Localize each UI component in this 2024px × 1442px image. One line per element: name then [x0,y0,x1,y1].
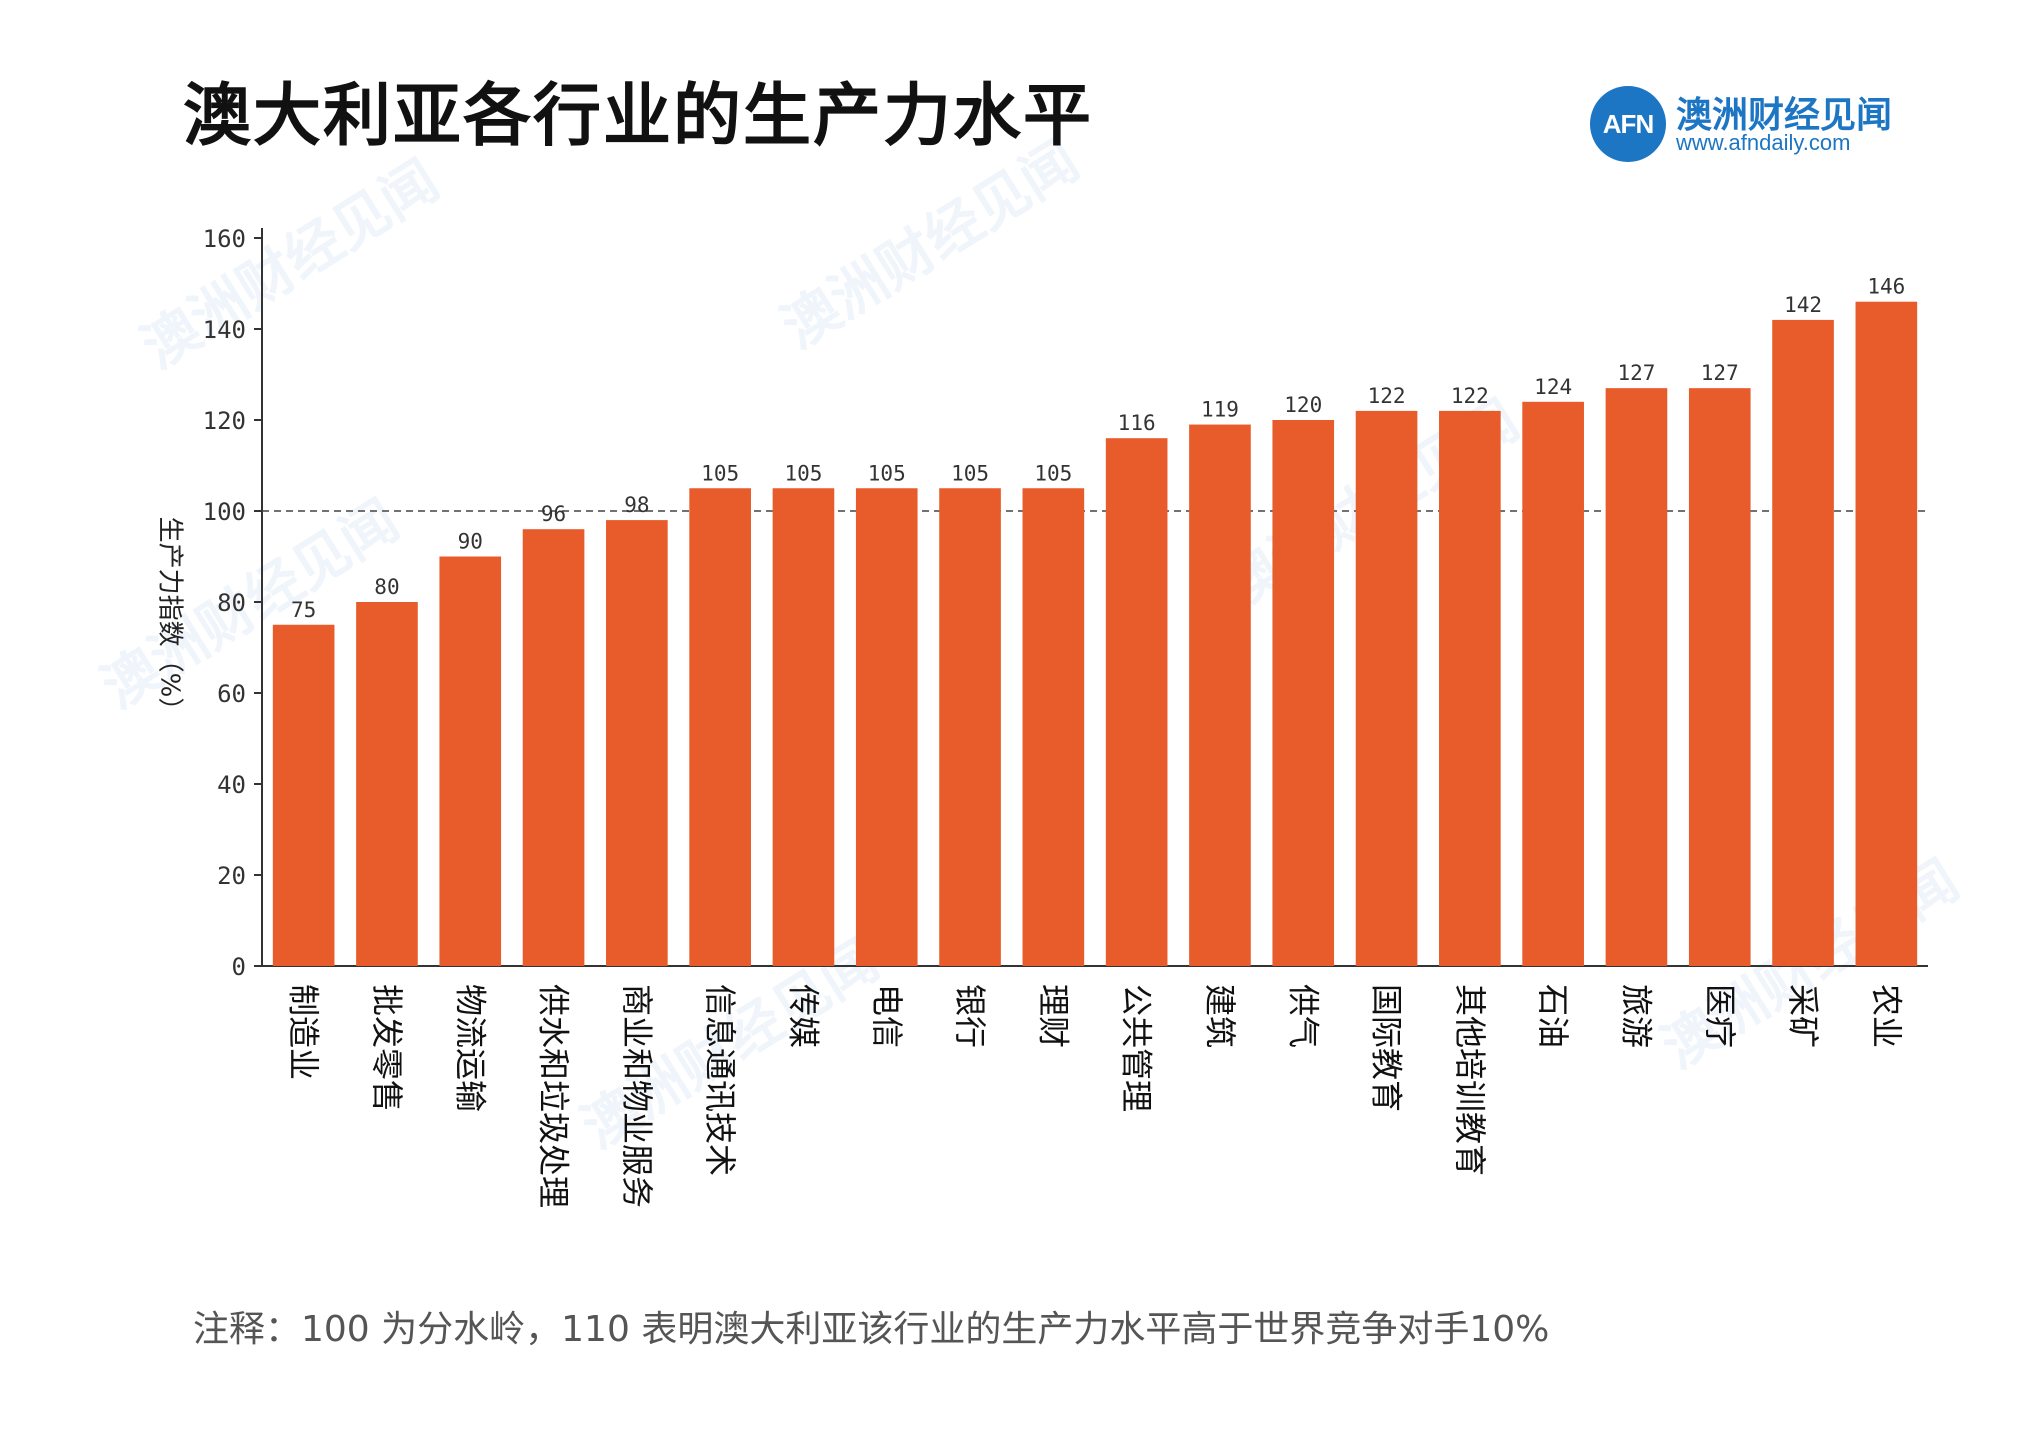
bar-value-label: 105 [701,461,739,485]
y-tick-label: 0 [232,953,246,981]
bar [939,488,1001,966]
x-tick-label: 理财 [1034,984,1072,1048]
bar-value-label: 116 [1118,411,1156,435]
x-tick-label: 制造业 [285,984,323,1080]
bar [272,624,335,966]
x-tick-label: 批发零售 [368,984,406,1112]
y-tick-label: 20 [217,862,246,890]
x-tick-label: 信息通讯技术 [701,984,739,1176]
bar-value-label: 105 [784,461,822,485]
x-tick-label: 供气 [1284,984,1322,1048]
bar [1522,401,1584,966]
bar [1688,388,1751,966]
bar [1439,410,1501,966]
bar [439,556,502,966]
x-tick-label: 农业 [1867,984,1905,1048]
bar [1855,301,1918,966]
bar [1272,420,1335,966]
x-tick-label: 物流运输 [451,984,489,1112]
bar [689,488,751,966]
bar-value-label: 98 [624,493,649,517]
x-tick-label: 石油 [1534,984,1572,1048]
bar [522,529,585,966]
bar [1189,424,1251,966]
bar [1022,488,1085,966]
x-tick-label: 供水和垃圾处理 [535,984,573,1208]
x-tick-label: 银行 [951,984,989,1048]
y-tick-label: 100 [203,498,246,526]
bar [1355,410,1418,966]
bar [1605,388,1668,966]
bar-value-label: 127 [1617,361,1655,385]
bar [1105,438,1168,966]
x-tick-label: 电信 [868,984,906,1048]
bar-value-label: 105 [951,461,989,485]
y-tick-label: 60 [217,680,246,708]
bar [356,602,418,966]
y-tick-label: 160 [203,225,246,253]
bar-value-label: 80 [374,575,399,599]
bar [606,520,668,966]
x-tick-label: 公共管理 [1118,984,1156,1112]
bar-value-label: 122 [1368,384,1406,408]
bar-value-label: 146 [1867,275,1905,299]
bar [772,488,835,966]
bar-value-label: 119 [1201,398,1239,422]
page-title: 澳大利亚各行业的生产力水平 [183,77,1094,156]
bar-value-label: 105 [868,461,906,485]
bar [1772,319,1834,966]
y-tick-label: 140 [203,316,246,344]
afn-logo-icon: AFN [1590,86,1666,162]
x-tick-label: 商业和物业服务 [618,984,656,1208]
y-tick-label: 40 [217,771,246,799]
bar-value-label: 105 [1034,461,1072,485]
x-tick-label: 国际教育 [1368,984,1406,1112]
bar-value-label: 142 [1784,293,1822,317]
logo-url: www.afndaily.com [1676,130,1851,155]
logo-name: 澳洲财经见闻 [1676,95,1893,136]
x-tick-label: 建筑 [1201,984,1239,1048]
bar-value-label: 124 [1534,375,1572,399]
y-tick-label: 120 [203,407,246,435]
footnote: 注释：100 为分水岭，110 表明澳大利亚该行业的生产力水平高于世界竞争对手1… [193,1309,1550,1350]
x-tick-label: 传媒 [784,984,822,1048]
bar-value-label: 127 [1701,361,1739,385]
bar-value-label: 90 [458,530,483,554]
bar-value-label: 122 [1451,384,1489,408]
y-tick-label: 80 [217,589,246,617]
x-tick-label: 采矿 [1784,984,1822,1048]
bar [855,488,918,966]
bar-value-label: 120 [1284,393,1322,417]
bar-value-label: 75 [291,598,316,622]
x-tick-label: 旅游 [1617,984,1655,1048]
brand-logo[interactable]: AFN 澳洲财经见闻 www.afndaily.com [1590,86,1893,166]
x-tick-label: 医疗 [1701,984,1739,1048]
bar-value-label: 96 [541,502,566,526]
x-tick-label: 其他培训教育 [1451,984,1489,1176]
